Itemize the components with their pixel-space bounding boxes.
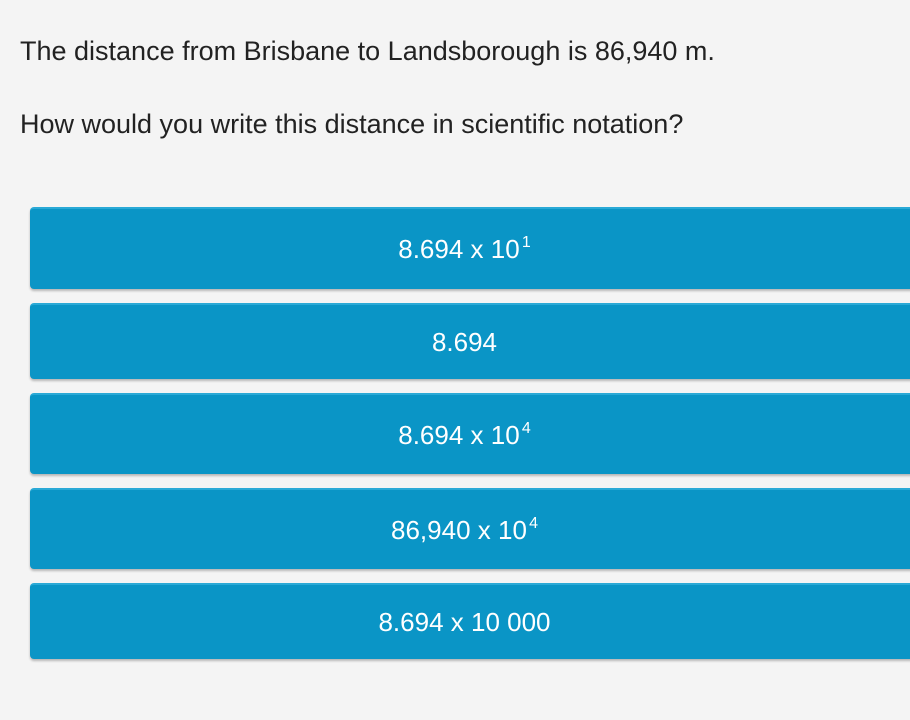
answer-option-2-base: 8.694 bbox=[431, 327, 498, 357]
answer-option-5[interactable]: 8.694 x 10 000 bbox=[30, 583, 910, 659]
answer-option-3-base: 8.694 x 10 bbox=[398, 419, 520, 450]
answer-option-5-text: 8.694 x 10 000 bbox=[378, 607, 550, 637]
answer-option-1-text: 8.694 x 10 1 bbox=[398, 234, 531, 264]
answer-option-1-base: 8.694 x 10 bbox=[398, 234, 520, 264]
answer-option-4-text: 86,940 x 10 4 bbox=[391, 515, 538, 545]
answer-option-2-text: 8.694 bbox=[432, 327, 497, 357]
answer-option-4-exponent: 4 bbox=[529, 514, 538, 532]
answer-option-3[interactable]: 8.694 x 10 4 bbox=[30, 393, 910, 474]
answer-option-5-base: 8.694 x 10 000 bbox=[378, 607, 551, 637]
answer-option-2[interactable]: 8.694 bbox=[30, 303, 910, 379]
answer-option-3-exponent: 4 bbox=[521, 419, 531, 437]
answer-option-4[interactable]: 86,940 x 10 4 bbox=[30, 488, 910, 569]
question-statement: The distance from Brisbane to Landsborou… bbox=[20, 36, 715, 66]
question-prompt: How would you write this distance in sci… bbox=[20, 109, 684, 139]
answer-option-4-base: 86,940 x 10 bbox=[391, 514, 527, 545]
answer-option-1-exponent: 1 bbox=[521, 234, 531, 251]
answer-option-3-text: 8.694 x 10 4 bbox=[398, 420, 531, 450]
answer-option-1[interactable]: 8.694 x 10 1 bbox=[30, 207, 910, 289]
